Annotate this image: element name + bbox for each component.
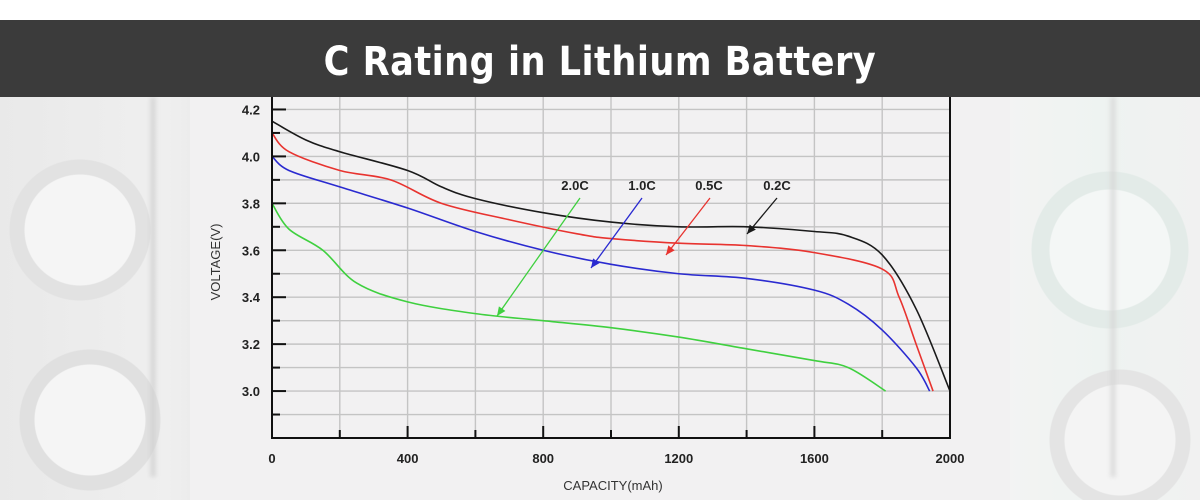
blurred-axis-left: [150, 97, 156, 477]
chart-panel: [190, 20, 1010, 500]
arrow-line: [665, 197, 711, 256]
series-line-0_2C: [271, 120, 951, 392]
series-label-0_2C: 0.2C: [763, 178, 791, 193]
chart-series: [271, 120, 951, 392]
y-tick-label: 3.6: [242, 243, 260, 258]
top-strip: [0, 0, 1200, 20]
x-tick-label: 1200: [664, 451, 693, 466]
arrow-line: [590, 197, 643, 269]
y-tick-label: 4.0: [242, 149, 260, 164]
chart-labels: 3.0 3.2 3.4 3.6 3.8 4.0 4.2 0 400 800 1200 1600 2000…: [208, 102, 964, 493]
y-axis-title: VOLTAGE(V): [208, 224, 223, 301]
series-line-1_0C: [271, 155, 931, 392]
x-tick-label: 1600: [800, 451, 829, 466]
arrow-head-icon: [497, 306, 506, 316]
series-line-0_5C: [271, 132, 934, 392]
x-axis-title: CAPACITY(mAh): [563, 478, 662, 493]
x-tick-label: 2000: [936, 451, 965, 466]
series-label-1_0C: 1.0C: [628, 178, 656, 193]
arrow-head-icon: [666, 245, 675, 255]
page-title: C Rating in Lithium Battery: [323, 38, 877, 85]
series-label-0_5C: 0.5C: [695, 178, 723, 193]
series-label-2_0C: 2.0C: [561, 178, 589, 193]
chart-annotations: 2.0C 1.0C 0.5C 0.2C: [496, 178, 791, 317]
y-tick-label: 3.8: [242, 196, 260, 211]
x-tick-label: 0: [268, 451, 275, 466]
blurred-axis-right: [1110, 97, 1116, 477]
x-tick-label: 800: [532, 451, 554, 466]
y-tick-label: 4.2: [242, 102, 260, 117]
y-tick-label: 3.2: [242, 337, 260, 352]
series-line-2_0C: [271, 202, 887, 392]
arrow-head-icon: [747, 224, 756, 234]
arrow-head-icon: [591, 258, 600, 268]
x-tick-label: 400: [397, 451, 419, 466]
y-tick-label: 3.0: [242, 384, 260, 399]
y-tick-label: 3.4: [242, 290, 261, 305]
chart-grid: [272, 86, 950, 438]
arrow-line: [496, 197, 581, 317]
title-banner: C Rating in Lithium Battery: [0, 20, 1200, 97]
